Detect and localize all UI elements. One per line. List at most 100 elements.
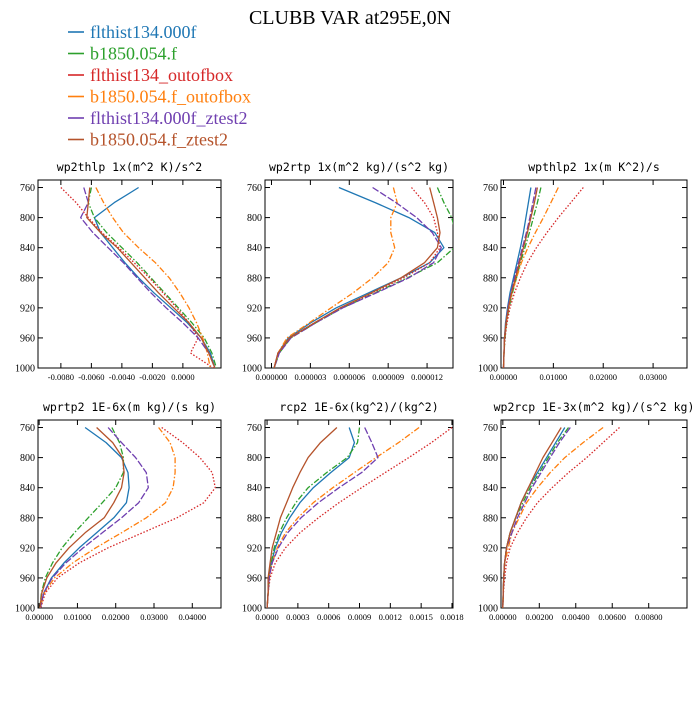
x-tick-label: 0.00000 xyxy=(489,612,517,622)
x-tick-label: 0.03000 xyxy=(639,372,667,382)
plot-frame xyxy=(500,179,688,369)
y-tick-label: 800 xyxy=(20,213,35,224)
legend: flthist134.000fb1850.054.fflthist134_out… xyxy=(68,22,251,150)
series-line xyxy=(266,427,379,608)
x-tick-label: 0.0003 xyxy=(286,612,309,622)
legend-label: b1850.054.f xyxy=(90,44,177,64)
x-tick-label: 0.0009 xyxy=(348,612,371,622)
x-tick-label: 0.02000 xyxy=(589,372,617,382)
series-line xyxy=(60,187,214,368)
y-tick-label: 920 xyxy=(20,543,35,554)
y-tick-label: 960 xyxy=(20,573,35,584)
series-line xyxy=(39,427,125,608)
legend-label: b1850.054.f_outofbox xyxy=(90,87,251,107)
figure-title: CLUBB VAR at295E,0N xyxy=(249,7,451,29)
x-tick-label: -0.0020 xyxy=(139,372,165,382)
series-line xyxy=(86,187,216,368)
panel-title: wpthlp2 1x(m K^2)/s xyxy=(528,160,660,174)
y-tick-label: 760 xyxy=(20,423,35,434)
y-tick-label: 880 xyxy=(247,513,262,524)
y-tick-label: 760 xyxy=(247,423,262,434)
x-tick-label: 0.000012 xyxy=(411,372,443,382)
panel-title: wp2rcp 1E-3x(m^2 kg)/(s^2 kg) xyxy=(494,400,695,414)
legend-item: flthist134.000f xyxy=(68,22,197,42)
series-line xyxy=(502,187,532,368)
y-tick-label: 960 xyxy=(247,573,262,584)
series-line xyxy=(502,427,566,608)
y-tick-label: 960 xyxy=(483,573,498,584)
x-tick-label: 0.0000 xyxy=(171,372,194,382)
y-tick-label: 960 xyxy=(247,333,262,344)
y-tick-label: 800 xyxy=(247,453,262,464)
panel-title: wp2thlp 1x(m^2 K)/s^2 xyxy=(57,160,202,174)
plot-frame xyxy=(37,179,222,369)
panel: rcp2 1E-6x(kg^2)/(kg^2) 760 800 840 880 920 96… xyxy=(242,400,464,622)
y-tick-label: 1000 xyxy=(478,604,498,615)
y-tick-label: 760 xyxy=(483,423,498,434)
series-line xyxy=(273,187,441,368)
y-tick-label: 1000 xyxy=(242,604,262,615)
series-line xyxy=(273,187,398,368)
series-line xyxy=(80,187,216,368)
panel: wpthlp2 1x(m K^2)/s 760 800 840 880 920 960 100… xyxy=(478,160,688,382)
legend-item: flthist134_outofbox xyxy=(68,65,233,85)
x-tick-label: 0.000009 xyxy=(372,372,404,382)
x-tick-label: 0.0000 xyxy=(255,612,278,622)
series-line xyxy=(273,187,441,368)
x-tick-label: 0.00200 xyxy=(525,612,553,622)
plot-frame xyxy=(500,419,688,609)
y-tick-label: 880 xyxy=(20,273,35,284)
series-line xyxy=(266,427,361,608)
x-tick-label: 0.0012 xyxy=(379,612,402,622)
panel: wp2rtp 1x(m^2 kg)/(s^2 kg) 760 800 840 880 92… xyxy=(242,160,454,382)
x-tick-label: 0.03000 xyxy=(140,612,168,622)
y-tick-label: 1000 xyxy=(242,364,262,375)
y-tick-label: 880 xyxy=(483,513,498,524)
x-tick-label: 0.00400 xyxy=(562,612,590,622)
y-tick-label: 880 xyxy=(20,513,35,524)
x-tick-label: 0.0015 xyxy=(409,612,432,622)
y-tick-label: 1000 xyxy=(15,364,35,375)
x-tick-label: 0.0018 xyxy=(440,612,463,622)
panel-title: wprtp2 1E-6x(m kg)/(s kg) xyxy=(43,400,216,414)
y-tick-label: 840 xyxy=(483,243,498,254)
legend-label: b1850.054.f_ztest2 xyxy=(90,130,228,150)
series-line xyxy=(266,426,453,608)
y-tick-label: 840 xyxy=(20,483,35,494)
x-tick-label: -0.0080 xyxy=(48,372,74,382)
panel-title: wp2rtp 1x(m^2 kg)/(s^2 kg) xyxy=(269,160,449,174)
series-line xyxy=(40,426,216,608)
plot-frame xyxy=(264,419,454,609)
series-line xyxy=(39,427,176,608)
x-tick-label: -0.0040 xyxy=(109,372,135,382)
plot-frame xyxy=(37,419,222,609)
y-tick-label: 760 xyxy=(20,183,35,194)
panel: wp2rcp 1E-3x(m^2 kg)/(s^2 kg) 760 800 840 88… xyxy=(478,400,694,622)
series-line xyxy=(95,187,211,368)
series-line xyxy=(502,427,571,608)
series-line xyxy=(39,427,149,608)
y-tick-label: 920 xyxy=(247,303,262,314)
y-tick-label: 840 xyxy=(247,243,262,254)
legend-label: flthist134_outofbox xyxy=(90,65,233,85)
legend-item: flthist134.000f_ztest2 xyxy=(68,108,247,128)
x-tick-label: 0.0006 xyxy=(317,612,340,622)
x-tick-label: 0.00000 xyxy=(490,372,518,382)
y-tick-label: 800 xyxy=(483,453,498,464)
series-line xyxy=(93,186,216,368)
y-tick-label: 840 xyxy=(20,243,35,254)
x-tick-label: 0.000000 xyxy=(256,372,288,382)
panel: wp2thlp 1x(m^2 K)/s^2 760 800 840 880 920 960 1… xyxy=(15,160,222,382)
y-tick-label: 920 xyxy=(483,543,498,554)
x-tick-label: 0.00600 xyxy=(598,612,626,622)
y-tick-label: 920 xyxy=(247,543,262,554)
x-tick-label: 0.000003 xyxy=(294,372,326,382)
x-tick-label: 0.000006 xyxy=(333,372,365,382)
series-line xyxy=(502,427,562,608)
series-line xyxy=(502,187,542,368)
y-tick-label: 760 xyxy=(483,183,498,194)
panel-grid: wp2thlp 1x(m^2 K)/s^2 760 800 840 880 920 960 1… xyxy=(15,160,694,622)
series-line xyxy=(39,426,130,608)
